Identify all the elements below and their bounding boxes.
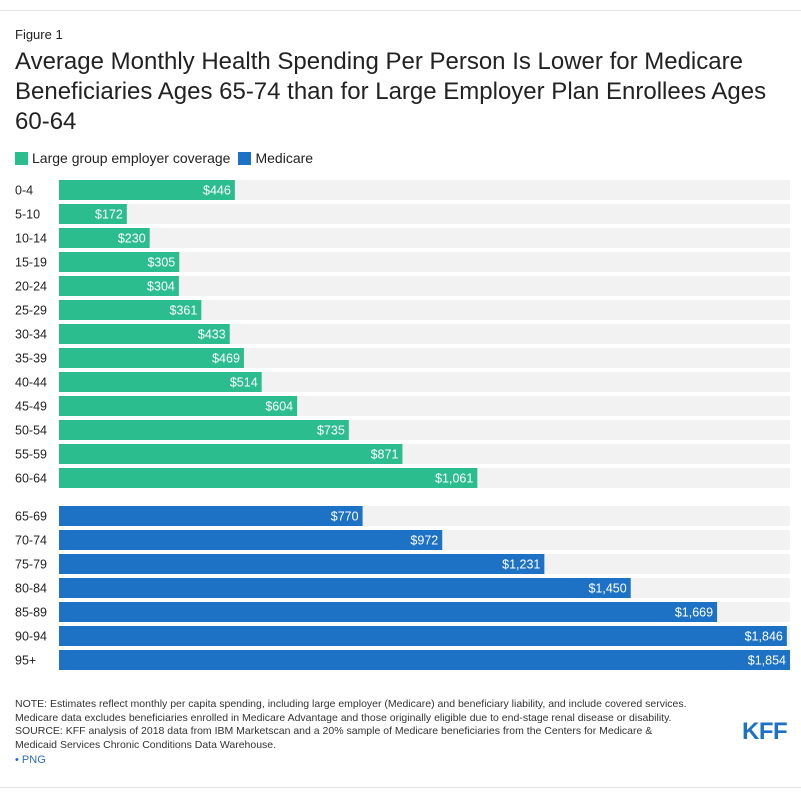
bar-track-10-14 bbox=[59, 228, 790, 248]
bar-0-4 bbox=[59, 180, 235, 200]
category-label-40-44: 40-44 bbox=[15, 376, 47, 390]
category-label-15-19: 15-19 bbox=[15, 256, 47, 270]
bar-track-5-10 bbox=[59, 204, 790, 224]
bar-80-84 bbox=[59, 578, 631, 598]
legend-label-medicare: Medicare bbox=[255, 150, 314, 166]
value-label-70-74: $972 bbox=[410, 534, 438, 548]
figure-label: Figure 1 bbox=[15, 27, 63, 42]
bar-75-79 bbox=[59, 554, 545, 574]
value-label-65-69: $770 bbox=[331, 510, 359, 524]
source-line-2: Medicaid Services Chronic Conditions Dat… bbox=[15, 738, 277, 751]
bar-90-94 bbox=[59, 626, 787, 646]
value-label-40-44: $514 bbox=[230, 376, 258, 390]
bar-55-59 bbox=[59, 444, 403, 464]
bar-track-25-29 bbox=[59, 300, 790, 320]
bar-10-14 bbox=[59, 228, 150, 248]
category-label-10-14: 10-14 bbox=[15, 232, 47, 246]
bar-70-74 bbox=[59, 530, 443, 550]
value-label-35-39: $469 bbox=[212, 352, 240, 366]
bar-40-44 bbox=[59, 372, 262, 392]
value-label-75-79: $1,231 bbox=[502, 558, 540, 572]
bar-95plus bbox=[59, 650, 790, 670]
category-label-55-59: 55-59 bbox=[15, 448, 47, 462]
bar-65-69 bbox=[59, 506, 363, 526]
bar-50-54 bbox=[59, 420, 349, 440]
notes: NOTE: Estimates reflect monthly per capi… bbox=[15, 698, 735, 752]
category-label-30-34: 30-34 bbox=[15, 328, 47, 342]
bar-track-30-34 bbox=[59, 324, 790, 344]
legend: Large group employer coverage Medicare bbox=[15, 150, 321, 166]
category-label-35-39: 35-39 bbox=[15, 352, 47, 366]
value-label-30-34: $433 bbox=[198, 328, 226, 342]
value-label-60-64: $1,061 bbox=[435, 472, 473, 486]
value-label-55-59: $871 bbox=[371, 448, 399, 462]
bar-30-34 bbox=[59, 324, 230, 344]
legend-swatch-medicare bbox=[238, 151, 252, 165]
value-label-85-89: $1,669 bbox=[675, 606, 713, 620]
legend-label-employer: Large group employer coverage bbox=[32, 150, 231, 166]
value-label-25-29: $361 bbox=[170, 304, 198, 318]
value-label-5-10: $172 bbox=[95, 208, 123, 222]
png-download-link[interactable]: • PNG bbox=[15, 754, 46, 766]
legend-swatch-employer bbox=[15, 151, 28, 165]
bar-20-24 bbox=[59, 276, 179, 296]
category-label-0-4: 0-4 bbox=[15, 184, 33, 198]
category-label-65-69: 65-69 bbox=[15, 510, 47, 524]
bar-track-20-24 bbox=[59, 276, 790, 296]
value-label-95plus: $1,854 bbox=[748, 654, 786, 668]
value-label-0-4: $446 bbox=[203, 184, 231, 198]
category-label-50-54: 50-54 bbox=[15, 424, 47, 438]
bar-track-0-4 bbox=[59, 180, 790, 200]
legend-item-medicare: Medicare bbox=[238, 150, 313, 166]
bar-15-19 bbox=[59, 252, 180, 272]
bar-45-49 bbox=[59, 396, 298, 416]
source-line-1: SOURCE: KFF analysis of 2018 data from I… bbox=[15, 725, 653, 737]
bar-5-10 bbox=[59, 204, 127, 224]
top-divider bbox=[0, 10, 801, 11]
note-line-1: NOTE: Estimates reflect monthly per capi… bbox=[15, 698, 687, 710]
bar-25-29 bbox=[59, 300, 202, 320]
kff-logo: KFF bbox=[742, 718, 788, 745]
value-label-10-14: $230 bbox=[118, 232, 146, 246]
bar-track-15-19 bbox=[59, 252, 790, 272]
category-label-5-10: 5-10 bbox=[15, 208, 40, 222]
category-label-85-89: 85-89 bbox=[15, 606, 47, 620]
bar-60-64 bbox=[59, 468, 478, 488]
bar-35-39 bbox=[59, 348, 244, 368]
bottom-divider bbox=[0, 787, 801, 788]
category-label-90-94: 90-94 bbox=[15, 630, 47, 644]
category-label-60-64: 60-64 bbox=[15, 472, 47, 486]
value-label-15-19: $305 bbox=[147, 256, 175, 270]
value-label-80-84: $1,450 bbox=[588, 582, 626, 596]
bar-chart: 0-4 $446 5-10 $172 10-14 $230 15-19 $305 20-24 $3… bbox=[15, 180, 790, 670]
bar-85-89 bbox=[59, 602, 718, 622]
value-label-50-54: $735 bbox=[317, 424, 345, 438]
category-label-80-84: 80-84 bbox=[15, 582, 47, 596]
category-label-45-49: 45-49 bbox=[15, 400, 47, 414]
value-label-20-24: $304 bbox=[147, 280, 175, 294]
value-label-45-49: $604 bbox=[265, 400, 293, 414]
category-label-20-24: 20-24 bbox=[15, 280, 47, 294]
note-line-2: Medicare data excludes beneficiaries enr… bbox=[15, 711, 672, 724]
category-label-95plus: 95+ bbox=[15, 654, 36, 668]
category-label-75-79: 75-79 bbox=[15, 558, 47, 572]
value-label-90-94: $1,846 bbox=[745, 630, 783, 644]
chart-title: Average Monthly Health Spending Per Pers… bbox=[15, 48, 767, 135]
category-label-70-74: 70-74 bbox=[15, 534, 47, 548]
category-label-25-29: 25-29 bbox=[15, 304, 47, 318]
legend-item-employer: Large group employer coverage bbox=[15, 150, 230, 166]
